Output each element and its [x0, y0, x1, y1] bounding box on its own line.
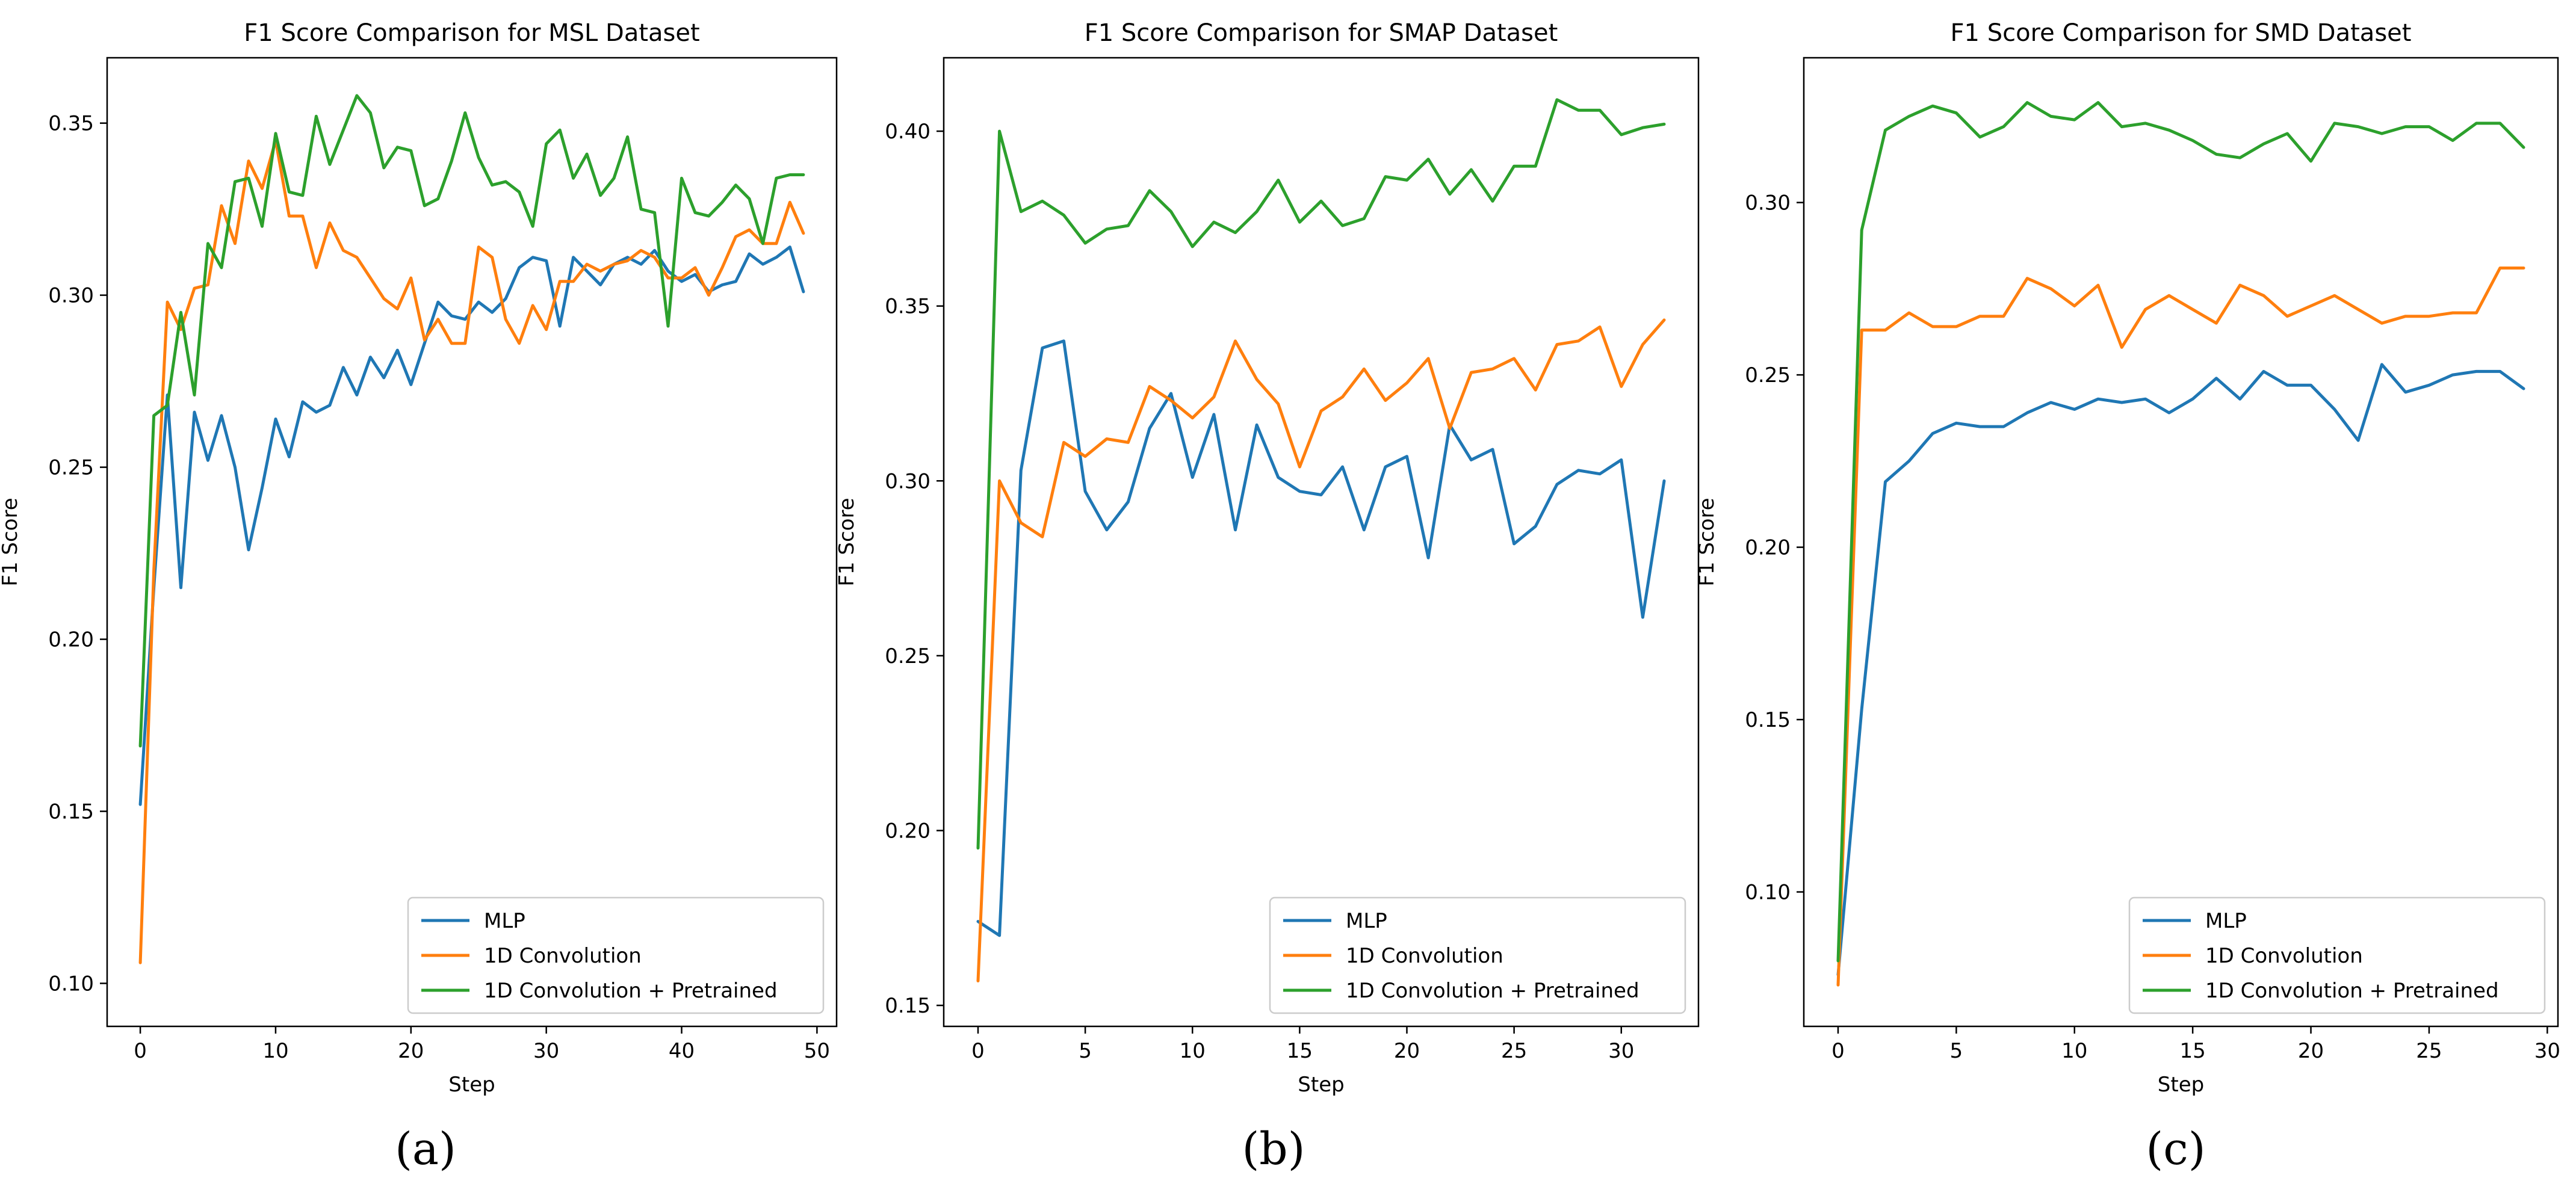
legend: MLP 1D Convolution 1D Convolution + Pretra…: [1269, 896, 1686, 1014]
series-line-1d-convolution-pretrained: [976, 98, 1666, 850]
series-line-1d-convolution: [1836, 267, 2525, 987]
x-tick-label: 50: [804, 1039, 830, 1063]
y-tick-label: 0.15: [48, 800, 94, 824]
x-tick-label: 30: [1608, 1039, 1634, 1063]
x-tick-label: 0: [971, 1039, 985, 1063]
legend-label: MLP: [1346, 909, 1387, 933]
x-tick-label: 15: [1287, 1039, 1313, 1063]
y-tick-label: 0.30: [48, 284, 94, 308]
y-tick-label: 0.15: [1745, 708, 1791, 732]
series-group: [138, 94, 805, 964]
y-tick-label: 0.15: [885, 994, 930, 1018]
x-tick-label: 10: [2061, 1039, 2087, 1063]
legend: MLP 1D Convolution 1D Convolution + Pretra…: [2128, 896, 2546, 1014]
chart-panel-2: F1 Score Comparison for SMAP Dataset 0 5 10…: [835, 19, 1700, 1097]
y-axis-label: F1 Score: [0, 498, 22, 586]
plot-area-frame: [943, 57, 1700, 1028]
y-tick-label: 0.25: [48, 456, 94, 480]
x-axis-label: Step: [1298, 1073, 1344, 1097]
y-axis-label: F1 Score: [835, 498, 859, 586]
chart-title: F1 Score Comparison for MSL Dataset: [244, 19, 699, 47]
series-line-mlp: [1836, 363, 2525, 976]
series-line-mlp: [976, 339, 1666, 937]
y-axis-label: F1 Score: [1695, 498, 1719, 586]
series-line-1d-convolution-pretrained: [138, 94, 805, 748]
legend-label: 1D Convolution + Pretrained: [1346, 979, 1639, 1003]
x-tick-label: 20: [1394, 1039, 1420, 1063]
series-group: [1836, 101, 2525, 987]
panel-label: (a): [395, 1123, 456, 1175]
x-tick-label: 0: [1831, 1039, 1845, 1063]
plot-area-frame: [1803, 57, 2559, 1028]
y-tick-label: 0.25: [1745, 363, 1791, 387]
x-tick-label: 10: [1180, 1039, 1206, 1063]
x-tick-label: 30: [533, 1039, 559, 1063]
y-tick-label: 0.20: [885, 819, 930, 843]
x-axis-label: Step: [2158, 1073, 2204, 1097]
legend-label: 1D Convolution: [1346, 944, 1503, 968]
y-tick-label: 0.10: [1745, 881, 1791, 905]
x-axis-label: Step: [448, 1073, 495, 1097]
y-tick-label: 0.35: [885, 295, 930, 319]
x-tick-label: 0: [134, 1039, 147, 1063]
plot-area-frame: [106, 57, 838, 1028]
x-tick-label: 15: [2180, 1039, 2206, 1063]
x-tick-label: 5: [1079, 1039, 1092, 1063]
y-tick-label: 0.20: [48, 628, 94, 652]
chart-panel-3: F1 Score Comparison for SMD Dataset 0 5 10 1…: [1695, 19, 2560, 1097]
legend-label: 1D Convolution: [484, 944, 642, 968]
y-tick-label: 0.35: [48, 112, 94, 136]
y-tick-label: 0.40: [885, 120, 930, 144]
x-tick-label: 5: [1950, 1039, 1963, 1063]
y-tick-label: 0.30: [885, 469, 930, 493]
panel-label: (b): [1242, 1123, 1305, 1175]
x-tick-label: 20: [398, 1039, 424, 1063]
legend-label: MLP: [484, 909, 525, 933]
series-line-1d-convolution: [976, 318, 1666, 982]
legend-box: [2128, 896, 2546, 1014]
series-group: [976, 98, 1666, 982]
y-tick-label: 0.20: [1745, 536, 1791, 560]
series-line-1d-convolution: [138, 138, 805, 964]
x-tick-label: 25: [2416, 1039, 2442, 1063]
legend-label: MLP: [2205, 909, 2247, 933]
chart-title: F1 Score Comparison for SMAP Dataset: [1085, 19, 1558, 47]
x-tick-label: 40: [669, 1039, 695, 1063]
y-tick-label: 0.30: [1745, 191, 1791, 215]
y-tick-label: 0.10: [48, 972, 94, 996]
legend-label: 1D Convolution: [2205, 944, 2363, 968]
x-tick-label: 20: [2298, 1039, 2324, 1063]
legend-box: [1269, 896, 1686, 1014]
x-tick-label: 30: [2534, 1039, 2560, 1063]
x-tick-label: 25: [1501, 1039, 1527, 1063]
panel-label: (c): [2146, 1123, 2205, 1175]
x-tick-label: 10: [262, 1039, 288, 1063]
legend-box: [407, 896, 825, 1014]
chart-title: F1 Score Comparison for SMD Dataset: [1951, 19, 2412, 47]
chart-panel-1: F1 Score Comparison for MSL Dataset 0 10 20…: [0, 19, 838, 1097]
legend: MLP 1D Convolution 1D Convolution + Pretra…: [407, 896, 825, 1014]
series-line-mlp: [138, 245, 805, 806]
series-line-1d-convolution-pretrained: [1836, 101, 2525, 963]
y-tick-label: 0.25: [885, 644, 930, 668]
legend-label: 1D Convolution + Pretrained: [2205, 979, 2499, 1003]
legend-label: 1D Convolution + Pretrained: [484, 979, 778, 1003]
